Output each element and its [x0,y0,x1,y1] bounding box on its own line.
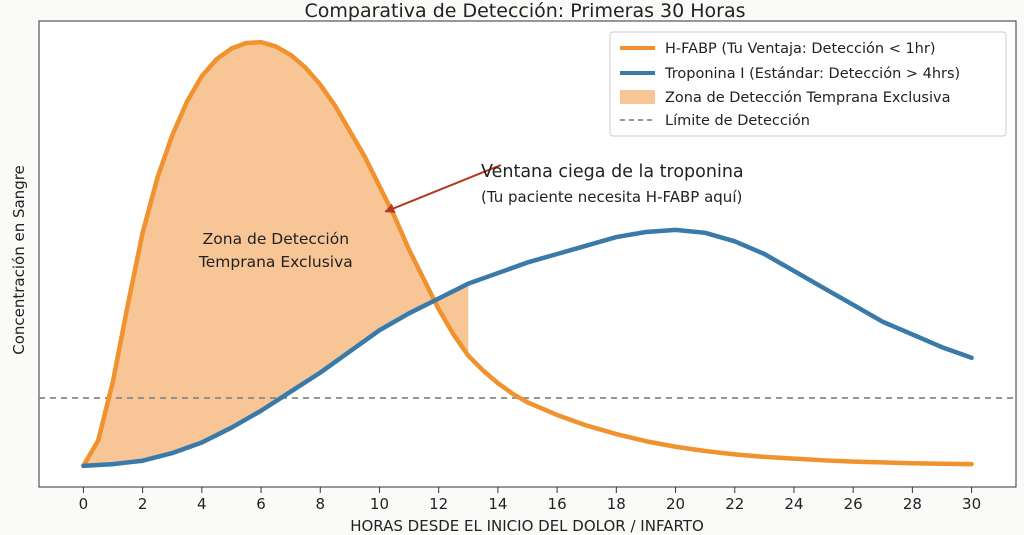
x-tick-label: 8 [315,495,325,513]
x-tick-label: 30 [962,495,981,513]
x-tick-label: 24 [784,495,803,513]
x-axis: 0 2 4 6 8 10 12 14 16 18 20 22 24 26 28 30 [79,487,981,513]
zone-label-line-2: Temprana Exclusiva [198,253,353,271]
early-detection-zone-layer [83,42,469,466]
x-tick-label: 10 [370,495,389,513]
x-tick-label: 22 [725,495,744,513]
legend-label-zone: Zona de Detección Temprana Exclusiva [665,90,950,106]
series-line-hfabp [81,39,974,469]
zone-label-line-1: Zona de Detección [203,230,349,248]
annotation-title: Ventana ciega de la troponina [481,162,744,182]
x-tick-label: 26 [844,495,863,513]
x-tick-label: 2 [138,495,148,513]
series-layer [81,39,974,469]
x-tick-label: 16 [548,495,567,513]
annotation-subtitle: (Tu paciente necesita H-FABP aquí) [481,188,742,206]
x-tick-label: 28 [903,495,922,513]
early-detection-zone-fill [83,42,469,466]
x-tick-label: 12 [429,495,448,513]
x-tick-label: 14 [488,495,507,513]
x-tick-label: 4 [197,495,207,513]
legend-swatch-zone [620,90,655,104]
legend-label-troponina: Troponina I (Estándar: Detección > 4hrs) [664,66,960,82]
chart-title: Comparativa de Detección: Primeras 30 Ho… [304,0,745,22]
annotation-arrow [384,164,502,213]
legend-label-hfabp: H-FABP (Tu Ventaja: Detección < 1hr) [665,41,936,57]
y-axis-label: Concentración en Sangre [10,165,28,355]
x-tick-label: 20 [666,495,685,513]
legend-box [609,31,1007,137]
x-tick-label: 18 [607,495,626,513]
legend-label-limit: Límite de Detección [665,113,810,129]
x-tick-label: 6 [256,495,266,513]
x-tick-label: 0 [79,495,89,513]
legend: H-FABP (Tu Ventaja: Detección < 1hr) Tro… [609,31,1007,137]
x-axis-label: HORAS DESDE EL INICIO DEL DOLOR / INFART… [350,517,704,535]
series-line-troponina [81,227,974,469]
